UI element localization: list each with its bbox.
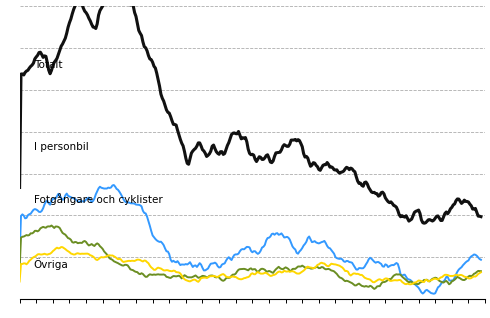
Text: I personbil: I personbil <box>33 142 88 152</box>
Text: Totalt: Totalt <box>33 60 62 70</box>
Text: Fotgångare och cyklister: Fotgångare och cyklister <box>33 193 162 205</box>
Text: Övriga: Övriga <box>33 258 68 270</box>
